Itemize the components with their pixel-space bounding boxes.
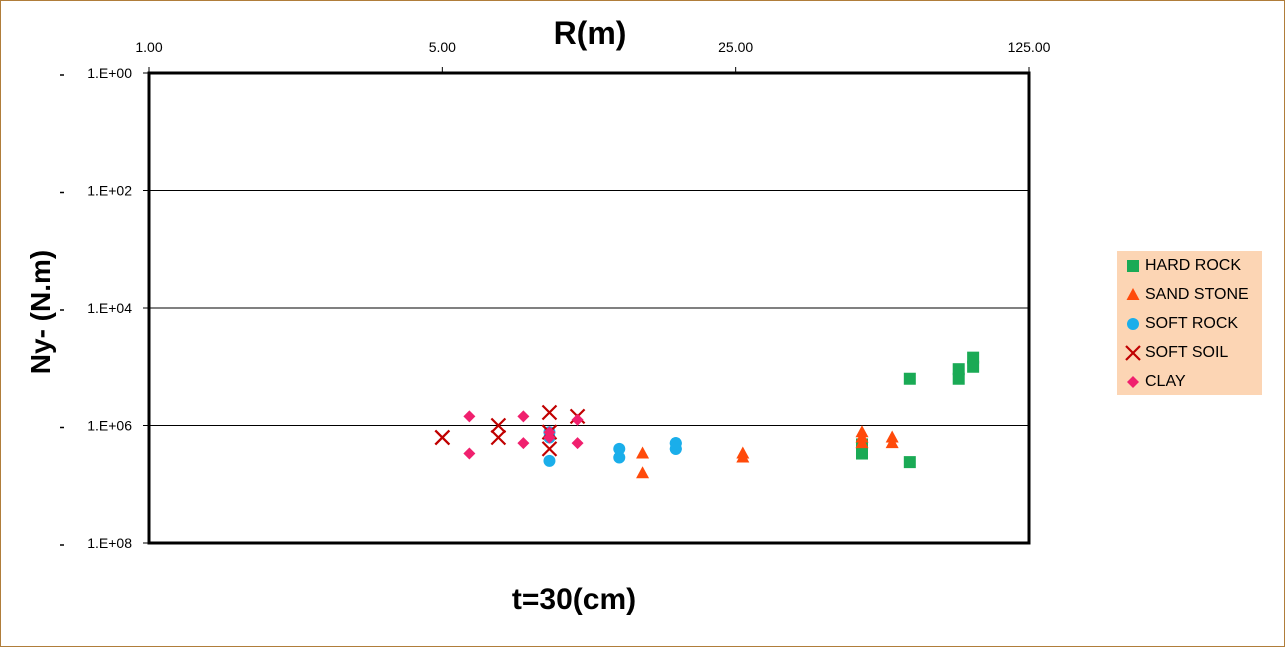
data-point-sand-stone: [885, 436, 899, 449]
legend-marker-clay: [1127, 376, 1139, 388]
legend-label: CLAY: [1145, 373, 1186, 390]
legend-item-soft-rock: SOFT ROCK: [1125, 313, 1238, 335]
y-axis-title: Ny- (N.m): [25, 250, 56, 374]
y-tick-label: 1.E+08: [87, 535, 132, 551]
chart-title: R(m): [554, 15, 627, 51]
data-point-soft-soil: [541, 441, 558, 457]
data-points: [434, 351, 980, 479]
legend-marker-hard-rock: [1127, 260, 1139, 272]
x-tick-label: 125.00: [1008, 39, 1051, 55]
data-point-hard-rock: [903, 456, 916, 469]
data-point-clay: [571, 437, 584, 450]
y-tick-label: 1.E+00: [87, 65, 132, 81]
data-point-sand-stone: [636, 446, 650, 459]
data-point-soft-rock: [543, 454, 556, 467]
data-point-soft-soil: [434, 429, 451, 446]
gridlines: [149, 190, 1029, 426]
legend-marker-sand-stone: [1126, 288, 1140, 300]
axis-ticks: 1.E+00 1.E+02 1.E+04 1.E+06 1.E+08 1.00 5.00 25…: [60, 39, 1051, 551]
legend-marker-soft-rock: [1127, 318, 1139, 330]
data-point-hard-rock: [952, 363, 965, 376]
data-point-clay: [571, 413, 584, 426]
data-point-hard-rock: [952, 372, 965, 385]
data-point-clay: [463, 447, 476, 460]
legend-item-sand-stone: SAND STONE: [1125, 284, 1249, 306]
data-point-sand-stone: [736, 446, 750, 459]
legend-item-hard-rock: HARD ROCK: [1125, 255, 1241, 277]
data-point-soft-rock: [613, 442, 626, 455]
data-point-sand-stone: [636, 466, 650, 479]
legend-item-soft-soil: SOFT SOIL: [1125, 342, 1228, 364]
data-point-hard-rock: [903, 372, 916, 385]
x-tick-label: 25.00: [718, 39, 753, 55]
legend-item-clay: CLAY: [1125, 371, 1186, 393]
data-point-clay: [543, 431, 556, 444]
y-tick-label: 1.E+06: [87, 418, 132, 434]
legend-symbol: [1126, 288, 1140, 300]
data-point-soft-soil: [541, 404, 558, 421]
data-point-clay: [517, 410, 530, 423]
data-point-soft-rock: [613, 451, 626, 464]
chart-legend: HARD ROCK SAND STONE SOFT ROCK SOFT SOIL CLA…: [1117, 251, 1262, 395]
data-point-hard-rock: [967, 351, 980, 364]
legend-label: SOFT SOIL: [1145, 344, 1229, 361]
data-point-hard-rock: [855, 447, 868, 460]
legend-label: SOFT ROCK: [1145, 315, 1239, 332]
x-tick-label: 5.00: [429, 39, 456, 55]
legend-symbol: [1127, 376, 1139, 388]
data-point-clay: [463, 410, 476, 423]
legend-symbol: [1127, 260, 1139, 272]
y-tick-label: 1.E+02: [87, 183, 132, 199]
data-point-soft-soil: [490, 429, 507, 446]
legend-label: SAND STONE: [1145, 286, 1249, 303]
data-point-soft-rock: [669, 437, 682, 450]
legend-marker-soft-soil: [1125, 345, 1141, 361]
data-point-sand-stone: [855, 436, 869, 449]
legend-label: HARD ROCK: [1145, 257, 1242, 274]
plot-area-border: [147, 71, 1031, 545]
data-point-hard-rock: [967, 360, 980, 373]
legend-symbol: [1125, 345, 1141, 361]
y-tick-label: 1.E+04: [87, 300, 132, 316]
data-point-soft-soil: [490, 417, 507, 434]
legend-symbol: [1127, 318, 1139, 330]
data-point-clay: [517, 437, 530, 450]
data-point-sand-stone: [855, 425, 869, 438]
x-axis-title: t=30(cm): [512, 583, 636, 616]
x-tick-label: 1.00: [135, 39, 162, 55]
